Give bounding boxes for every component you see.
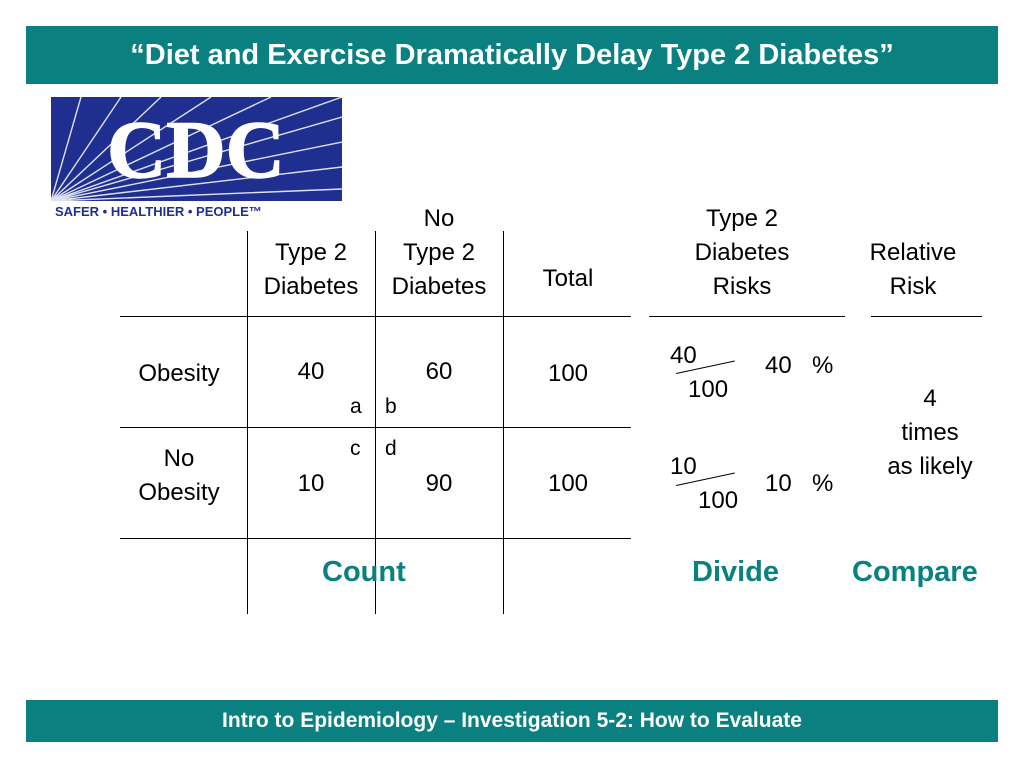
logo-text: CDC [107, 104, 285, 195]
cell-letter-c: c [350, 437, 361, 460]
header-total: Total [542, 265, 594, 292]
slide-title: “Diet and Exercise Dramatically Delay Ty… [130, 38, 894, 71]
risks-underline [649, 316, 845, 317]
risk-no-obesity-numerator: 10 [670, 453, 697, 480]
relative-risk-value: 4 times as likely [887, 385, 973, 480]
title-banner: “Diet and Exercise Dramatically Delay Ty… [26, 26, 998, 84]
table-vline-1 [247, 231, 248, 614]
step-compare: Compare [852, 556, 978, 588]
cell-letter-b: b [385, 395, 397, 418]
table-hline-bottom [120, 538, 631, 539]
table-hline-header [120, 316, 631, 317]
cell-obesity-type2: 40 [297, 358, 325, 385]
risk-obesity-percent-value: 40 [765, 352, 792, 379]
step-count: Count [322, 556, 406, 588]
risk-no-obesity-denominator: 100 [698, 487, 739, 514]
cell-no-obesity-type2: 10 [297, 470, 325, 497]
risk-no-obesity-percent-sign: % [812, 470, 834, 497]
relative-risk-underline [871, 316, 982, 317]
cell-letter-d: d [385, 437, 397, 460]
cell-obesity-no-type2: 60 [425, 358, 453, 385]
header-type2-diabetes-risks: Type 2 Diabetes Risks [694, 205, 790, 300]
risk-obesity-percent-sign: % [812, 352, 834, 379]
risk-obesity-numerator: 40 [670, 342, 697, 369]
cell-obesity-total: 100 [547, 360, 589, 387]
logo-tagline: SAFER • HEALTHIER • PEOPLE™ [55, 204, 262, 219]
table-hline-middle [120, 427, 631, 428]
cell-no-obesity-no-type2: 90 [425, 470, 453, 497]
footer-banner: Intro to Epidemiology – Investigation 5-… [26, 700, 998, 742]
header-no-type2-diabetes: No Type 2 Diabetes [391, 205, 487, 300]
row-label-obesity: Obesity [138, 360, 220, 387]
footer-text: Intro to Epidemiology – Investigation 5-… [222, 709, 802, 732]
step-divide: Divide [692, 556, 780, 588]
header-relative-risk: Relative Risk [869, 239, 957, 300]
header-type2-diabetes: Type 2 Diabetes [263, 239, 359, 300]
cell-letter-a: a [350, 395, 362, 418]
cell-no-obesity-total: 100 [547, 470, 589, 497]
table-vline-3 [503, 231, 504, 614]
table-vline-2 [375, 231, 376, 614]
row-label-no-obesity: No Obesity [138, 445, 220, 506]
risk-obesity-denominator: 100 [688, 376, 729, 403]
risk-no-obesity-percent-value: 10 [765, 470, 792, 497]
cdc-logo: CDC SAFER • HEALTHIER • PEOPLE™ [51, 97, 342, 221]
